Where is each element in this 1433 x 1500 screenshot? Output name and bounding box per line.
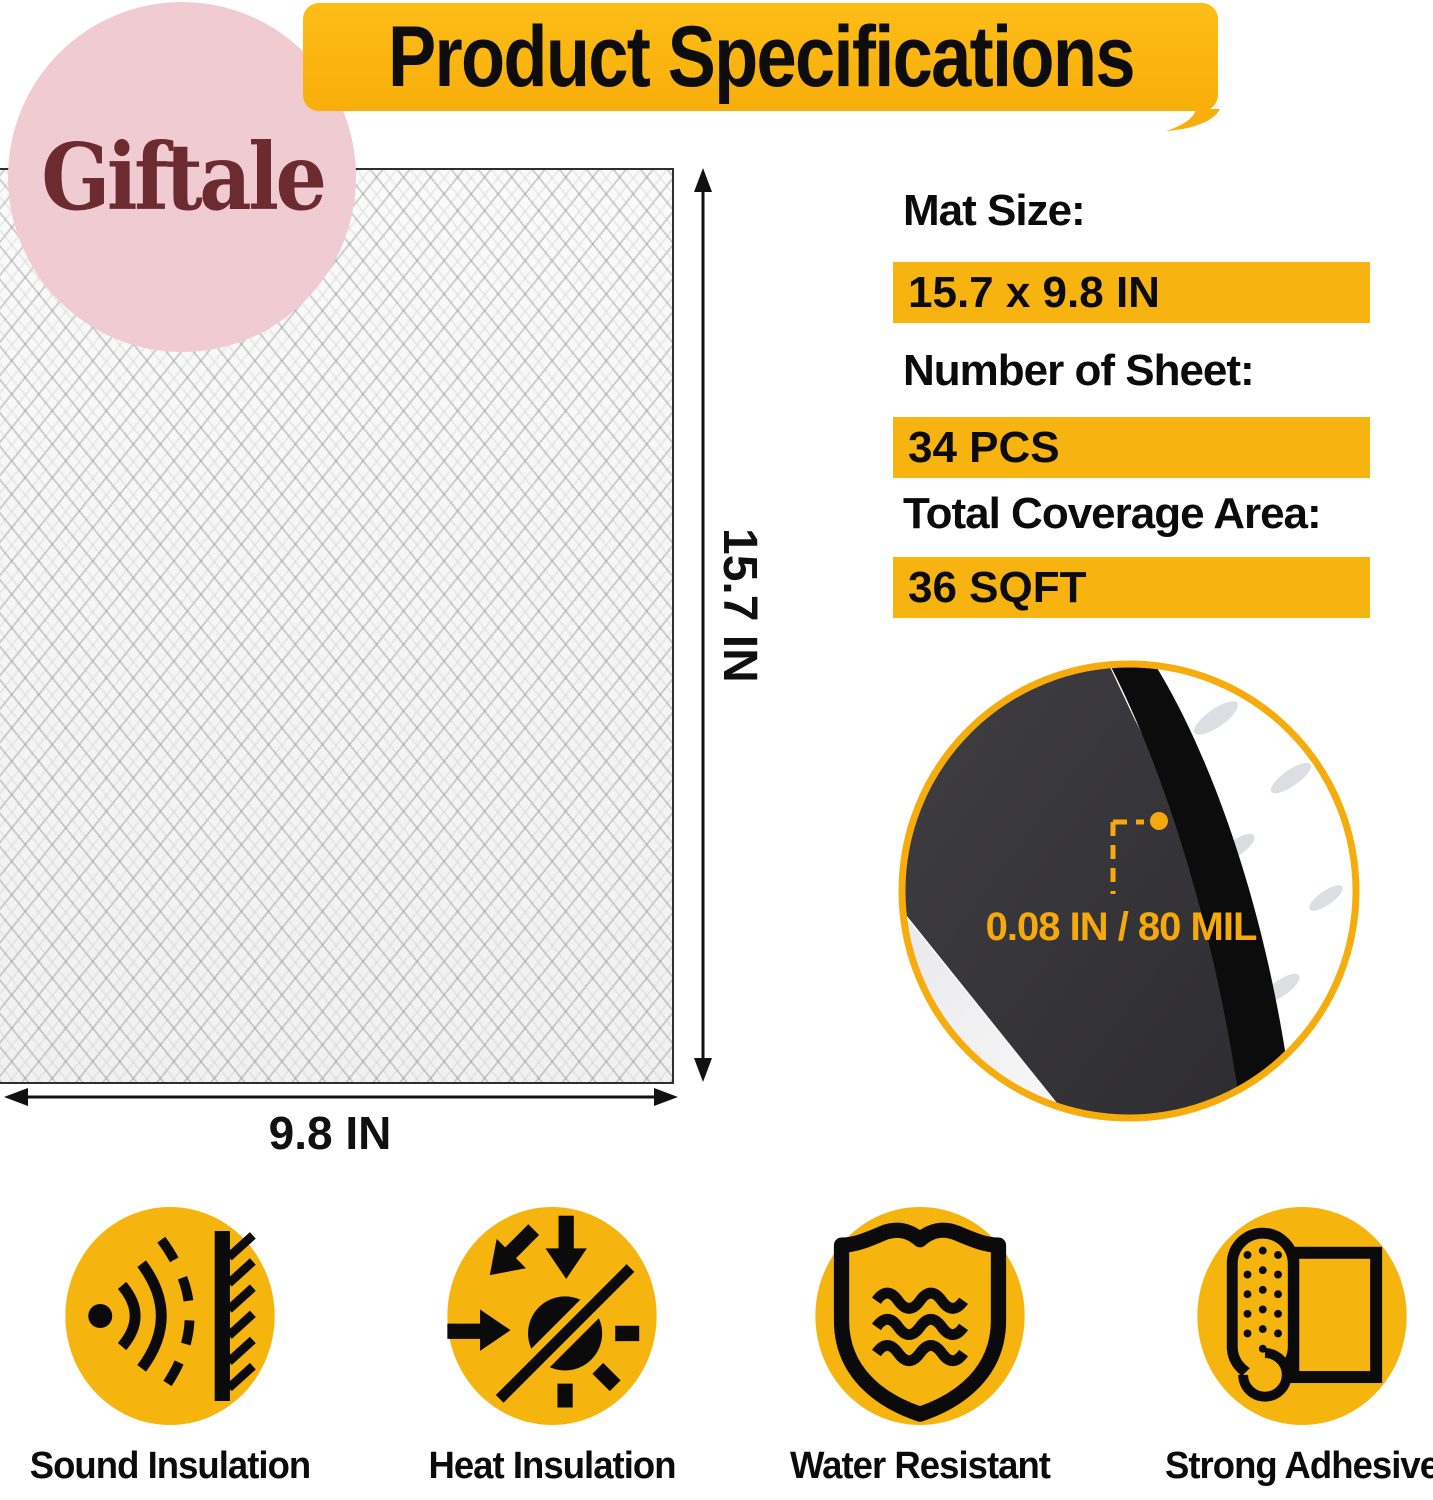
page-title: Product Specifications [387,8,1135,105]
adhesive-roll-icon [1197,1207,1407,1425]
brand-logo-badge: Giftale [8,2,356,352]
feature-water-resistant: Water Resistant [770,1206,1070,1488]
thickness-detail-image: 0.08 IN / 80 MIL [898,660,1360,1122]
spec-value-mat-size: 15.7 x 9.8 IN [893,262,1370,323]
spec-value-sheet-count: 34 PCS [893,417,1370,478]
spec-label-sheet-count: Number of Sheet: [903,346,1255,395]
feature-label: Strong Adhesive [1164,1445,1433,1487]
header-banner: Product Specifications [303,3,1218,111]
spec-label-mat-size: Mat Size: [903,186,1086,235]
mat-width-label: 9.8 IN [268,1107,392,1159]
shield-waves-icon [815,1207,1025,1425]
brand-logo-text: Giftale [40,123,327,231]
width-dimension-arrow [4,1088,678,1106]
spec-label-coverage: Total Coverage Area: [903,489,1322,538]
feature-strong-adhesive: Strong Adhesive [1152,1206,1433,1488]
sun-blocked-icon [447,1207,657,1425]
feature-heat-insulation: Heat Insulation [402,1206,702,1488]
height-dimension-arrow [694,168,712,1082]
sound-waves-wall-icon [65,1207,275,1425]
spec-value-coverage: 36 SQFT [893,557,1370,618]
feature-sound-insulation: Sound Insulation [20,1206,320,1488]
banner-tail-shape [1166,109,1220,131]
thickness-callout-pointer [1110,812,1168,894]
mat-height-label: 15.7 IN [713,528,766,683]
feature-label: Water Resistant [790,1445,1051,1487]
thickness-callout-text: 0.08 IN / 80 MIL [986,905,1257,949]
feature-label: Sound Insulation [29,1445,311,1487]
feature-label: Heat Insulation [428,1445,676,1487]
